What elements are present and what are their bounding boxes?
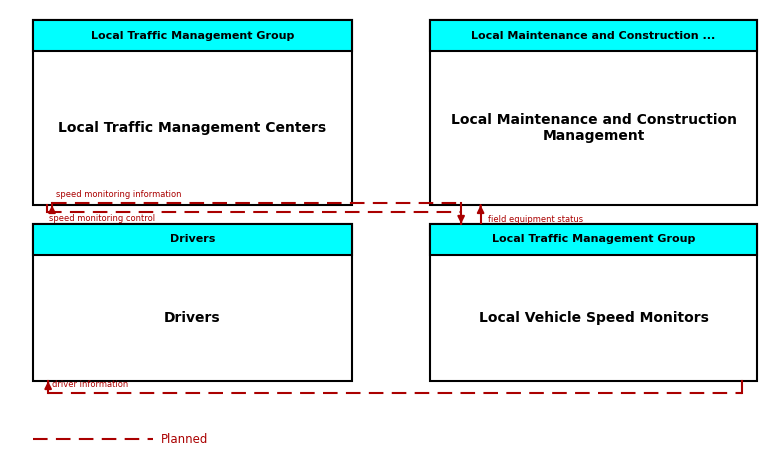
Bar: [430, 224, 757, 255]
Text: Local Traffic Management Group: Local Traffic Management Group: [492, 234, 695, 245]
Text: speed monitoring information: speed monitoring information: [56, 190, 181, 199]
Text: driver information: driver information: [52, 380, 128, 389]
Text: Planned: Planned: [161, 432, 209, 445]
Text: field equipment status: field equipment status: [489, 215, 583, 224]
Bar: [33, 224, 352, 381]
Text: Drivers: Drivers: [170, 234, 215, 245]
Text: Local Traffic Management Group: Local Traffic Management Group: [91, 31, 294, 41]
Text: Drivers: Drivers: [164, 311, 221, 325]
Bar: [430, 224, 757, 381]
Text: Local Vehicle Speed Monitors: Local Vehicle Speed Monitors: [479, 311, 708, 325]
Text: Local Traffic Management Centers: Local Traffic Management Centers: [58, 121, 326, 135]
Text: Local Maintenance and Construction
Management: Local Maintenance and Construction Manag…: [450, 113, 737, 144]
Bar: [33, 224, 352, 255]
Bar: [33, 20, 352, 205]
Text: speed monitoring control: speed monitoring control: [49, 214, 155, 224]
Bar: [33, 20, 352, 51]
Text: Local Maintenance and Construction ...: Local Maintenance and Construction ...: [472, 31, 716, 41]
Bar: [430, 20, 757, 205]
Bar: [430, 20, 757, 51]
